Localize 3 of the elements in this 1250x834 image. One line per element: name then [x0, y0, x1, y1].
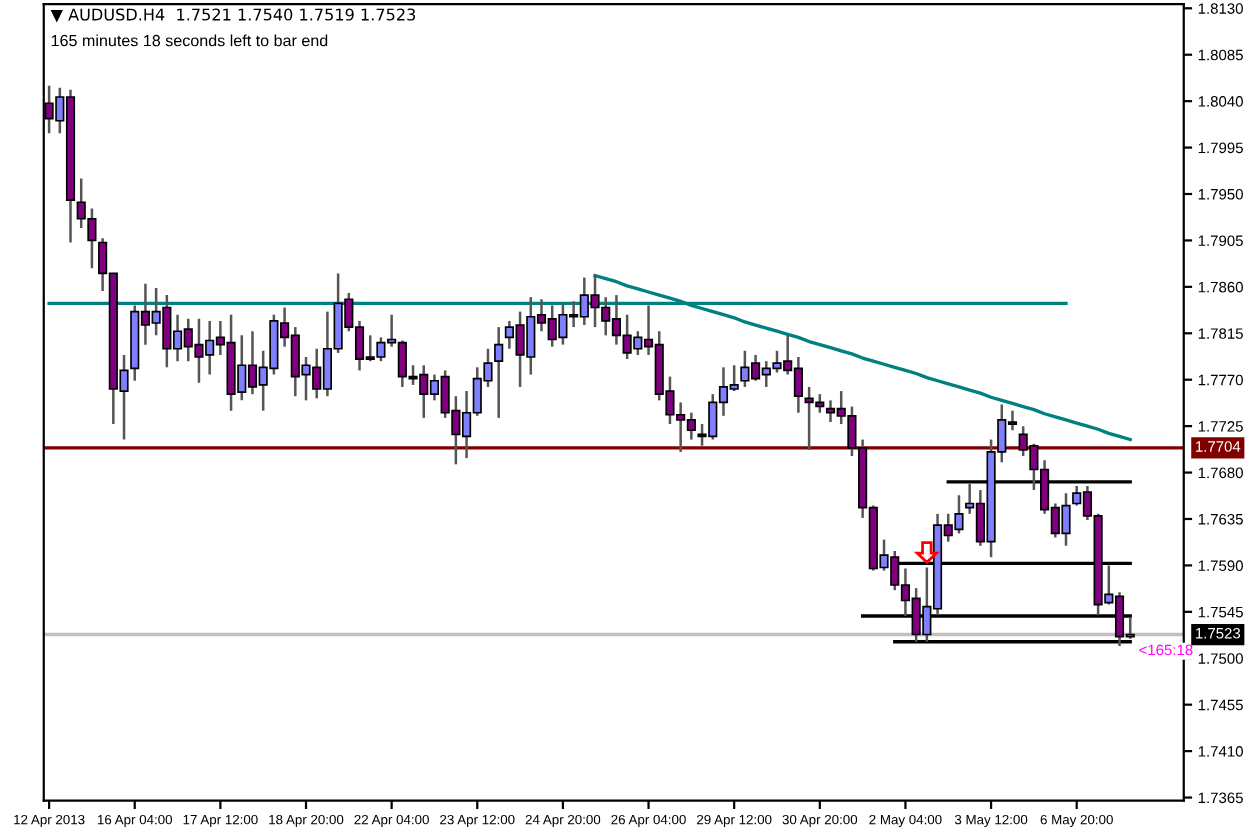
text: 165 minutes 18 seconds left to bar end — [51, 34, 328, 47]
candlestick — [494, 325, 504, 420]
chart-title: ▼ AUDUSD.H4 1.7521 1.7540 1.7519 1.7523 — [50, 8, 416, 23]
